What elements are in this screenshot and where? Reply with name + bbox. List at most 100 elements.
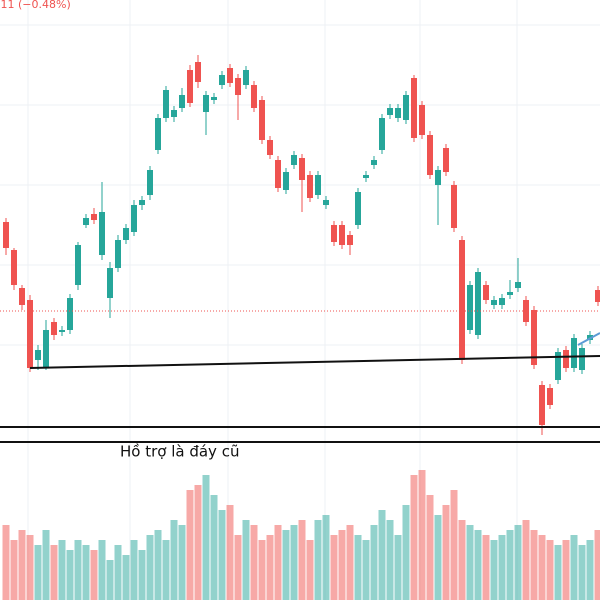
candle-body	[547, 388, 553, 405]
volume-bar	[290, 525, 298, 600]
volume-bar	[426, 495, 434, 600]
volume-bar	[474, 530, 482, 600]
candle-body	[307, 175, 313, 198]
volume-bar	[258, 540, 266, 600]
candle-body	[323, 200, 329, 205]
volume-bar	[42, 530, 50, 600]
candle-body	[315, 175, 321, 195]
candle-body	[235, 78, 241, 95]
volume-bar	[562, 540, 570, 600]
candle-body	[419, 105, 425, 135]
volume-bar	[266, 535, 274, 600]
candle-body	[483, 285, 489, 300]
volume-bar	[586, 540, 594, 600]
candle-body	[539, 385, 545, 425]
volume-bar	[170, 520, 178, 600]
volume-bar	[362, 540, 370, 600]
volume-bar	[18, 530, 26, 600]
volume-bar	[570, 535, 578, 600]
candle-body	[211, 97, 217, 100]
volume-bar	[338, 530, 346, 600]
candle-body	[403, 95, 409, 120]
candle-body	[107, 268, 113, 298]
candle-body	[155, 118, 161, 150]
volume-bar	[370, 525, 378, 600]
candle-body	[435, 170, 441, 185]
volume-bar	[26, 535, 34, 600]
volume-bar	[146, 535, 154, 600]
candle-body	[59, 330, 65, 332]
candle-body	[3, 222, 9, 248]
candle-body	[579, 348, 585, 370]
candle-body	[339, 225, 345, 245]
candle-body	[275, 160, 281, 188]
volume-bar	[522, 520, 530, 600]
candle-body	[171, 110, 177, 117]
volume-bar	[314, 520, 322, 600]
candle-body	[243, 70, 249, 85]
candle-body	[363, 175, 369, 178]
volume-bar	[442, 505, 450, 600]
volume-bar	[490, 540, 498, 600]
volume-bar	[594, 530, 600, 600]
volume-bar	[82, 545, 90, 600]
volume-bar	[322, 515, 330, 600]
candle-body	[19, 288, 25, 305]
candle-body	[531, 310, 537, 365]
volume-bar	[394, 535, 402, 600]
volume-bar	[298, 520, 306, 600]
candle-body	[131, 205, 137, 232]
candle-body	[83, 218, 89, 225]
candle-body	[595, 290, 600, 302]
candle-body	[491, 300, 497, 305]
volume-bar	[90, 550, 98, 600]
volume-bar	[250, 525, 258, 600]
volume-bar	[186, 490, 194, 600]
volume-bar	[434, 515, 442, 600]
candle-body	[163, 90, 169, 118]
candle-body	[27, 300, 33, 368]
candles	[3, 55, 600, 435]
volume-bar	[74, 540, 82, 600]
candle-body	[283, 172, 289, 190]
volume-bar	[330, 535, 338, 600]
candle-body	[267, 140, 273, 155]
candle-body	[467, 285, 473, 330]
volume-bar	[234, 535, 242, 600]
volume-bar	[346, 525, 354, 600]
candle-body	[67, 298, 73, 330]
candle-body	[459, 240, 465, 360]
volume-bar	[274, 525, 282, 600]
candle-body	[99, 212, 105, 255]
volume-bar	[538, 535, 546, 600]
candle-body	[179, 95, 185, 108]
candle-body	[347, 235, 353, 245]
trend-line	[29, 355, 600, 369]
candle-body	[51, 322, 57, 335]
candle-body	[563, 350, 569, 368]
candle-body	[227, 68, 233, 83]
candle-body	[259, 100, 265, 140]
volume-bar	[386, 520, 394, 600]
volume-bar	[402, 505, 410, 600]
volume-bar	[154, 530, 162, 600]
volume-bar	[282, 530, 290, 600]
candle-body	[443, 148, 449, 172]
volume-bar	[122, 555, 130, 600]
volume-bar	[58, 540, 66, 600]
volume-bar	[106, 560, 114, 600]
candle-body	[475, 272, 481, 335]
volume-bar	[514, 525, 522, 600]
volume-bar	[114, 545, 122, 600]
arrow-line	[577, 332, 600, 346]
volume-bar	[466, 525, 474, 600]
candle-body	[451, 185, 457, 228]
candle-body	[35, 350, 41, 360]
volume-bar	[450, 490, 458, 600]
candle-body	[499, 298, 505, 305]
volume-bar	[306, 540, 314, 600]
volume-bar	[410, 475, 418, 600]
